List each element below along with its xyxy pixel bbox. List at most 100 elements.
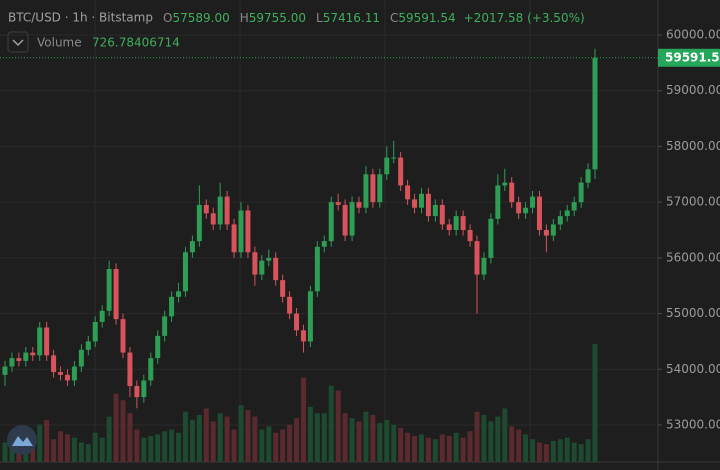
y-tick-label: 56000.00 — [666, 250, 720, 264]
volume-bar — [120, 400, 126, 462]
volume-bar — [127, 413, 133, 462]
change: +2017.58 (+3.50%) — [464, 11, 585, 25]
candle-body — [106, 269, 112, 311]
candle-body — [85, 341, 91, 350]
candle-body — [23, 352, 29, 361]
volume-bar — [85, 444, 91, 462]
volume-bar — [169, 429, 175, 462]
volume-bar — [439, 434, 445, 462]
candle-body — [294, 313, 300, 331]
candle-body — [9, 358, 15, 367]
volume-bar — [446, 436, 452, 462]
candle-body — [391, 157, 397, 159]
volume-bar — [412, 436, 418, 462]
volume-bar — [64, 434, 70, 462]
collapse-button[interactable] — [7, 31, 29, 53]
candle-body — [349, 202, 355, 236]
volume-bar — [44, 419, 50, 462]
last-price-box — [658, 48, 720, 67]
volume-bar — [294, 418, 300, 462]
volume-bar — [245, 410, 251, 462]
candle-body — [495, 185, 501, 219]
candle-body — [328, 202, 334, 242]
candle-body — [585, 169, 591, 183]
candle-body — [71, 366, 77, 381]
plot: 53000.00 54000.00 55000.00 56000.00 57000.00… — [0, 28, 720, 462]
candle-body — [162, 316, 168, 336]
candle-body — [488, 218, 494, 258]
volume-bar — [488, 421, 494, 462]
volume-bar — [16, 447, 22, 462]
volume-bar — [391, 424, 397, 462]
volume-bar — [516, 429, 522, 462]
volume-bar — [280, 429, 286, 462]
candle-body — [550, 224, 556, 236]
volume-bar — [530, 439, 536, 462]
candle-body — [141, 380, 147, 398]
candle-body — [203, 204, 209, 214]
volume-bar — [78, 442, 84, 462]
candle-body — [280, 280, 286, 297]
volume-label: Volume — [37, 36, 82, 50]
volume-bar — [377, 423, 383, 462]
volume-bar — [356, 421, 362, 462]
volume-value: 726.78406714 — [92, 36, 180, 50]
volume-bar — [155, 434, 161, 462]
volume-bar — [231, 429, 237, 462]
volume-bar — [266, 426, 272, 462]
candle-body — [321, 241, 327, 247]
candle-body — [307, 291, 313, 342]
candle-body — [30, 352, 36, 356]
volume-bar — [363, 411, 369, 462]
candle-body — [592, 57, 598, 170]
volume-bar — [99, 437, 105, 462]
ohlc-value: 59755.00 — [249, 11, 306, 25]
volume-bar — [9, 444, 15, 462]
candle-body — [564, 210, 570, 217]
candle-body — [335, 202, 341, 205]
volume-bar — [259, 429, 265, 462]
ohlc-value: 57416.11 — [323, 11, 380, 25]
ohlc-key: O — [163, 11, 172, 25]
candle-body — [182, 252, 188, 292]
volume-bar — [425, 437, 431, 462]
volume-bar — [210, 421, 216, 462]
ohlc-key: L — [316, 11, 323, 25]
volume-bar — [196, 414, 202, 462]
y-tick-label: 59000.00 — [666, 83, 720, 97]
volume-bar — [418, 434, 424, 462]
y-tick-label: 55000.00 — [666, 306, 720, 320]
volume-bar — [238, 405, 244, 462]
volume-bar — [398, 427, 404, 462]
candle-body — [169, 296, 175, 317]
volume-bar — [300, 377, 306, 462]
candle-body — [252, 252, 258, 275]
volume-bar — [134, 429, 140, 462]
volume-bar — [453, 432, 459, 462]
candle-body — [370, 174, 376, 203]
ohlc-key: C — [390, 11, 398, 25]
candle-body — [363, 174, 369, 208]
candle-body — [155, 335, 161, 359]
candle-body — [557, 216, 563, 225]
volume-bar — [51, 439, 57, 462]
volume-bar — [543, 444, 549, 462]
volume-bar — [30, 445, 36, 462]
candle-body — [405, 185, 411, 200]
logo[interactable] — [7, 425, 37, 455]
volume-bar — [585, 439, 591, 462]
candle-body — [58, 372, 64, 375]
candle-body — [523, 207, 529, 214]
candle-body — [481, 257, 487, 275]
candle-body — [2, 366, 8, 375]
candle-body — [127, 352, 133, 386]
candle-body — [439, 204, 445, 225]
volume-bar — [203, 408, 209, 462]
volume-bar — [592, 344, 598, 462]
volume-bar — [252, 416, 258, 462]
candle-body — [259, 260, 265, 275]
volume-bar — [550, 440, 556, 462]
candle-body — [453, 216, 459, 230]
candle-body — [44, 327, 50, 356]
